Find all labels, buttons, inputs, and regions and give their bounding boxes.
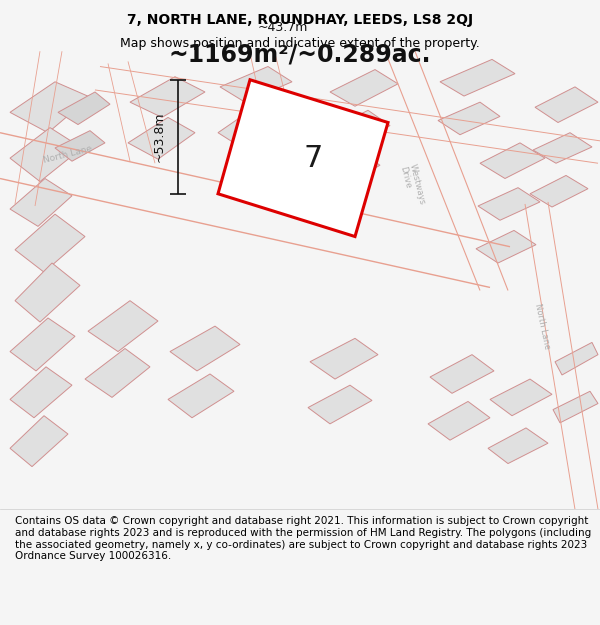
Text: Westways
Drive: Westways Drive xyxy=(398,163,427,208)
Polygon shape xyxy=(440,59,515,96)
Polygon shape xyxy=(428,401,490,440)
Polygon shape xyxy=(10,416,68,467)
Text: ~43.7m: ~43.7m xyxy=(258,21,308,34)
Text: North Lane: North Lane xyxy=(42,144,93,165)
Polygon shape xyxy=(10,367,72,418)
Polygon shape xyxy=(130,77,205,118)
Polygon shape xyxy=(310,338,378,379)
Polygon shape xyxy=(530,176,588,207)
Polygon shape xyxy=(15,263,80,322)
Polygon shape xyxy=(438,102,500,135)
Polygon shape xyxy=(85,349,150,398)
Polygon shape xyxy=(88,301,158,352)
Polygon shape xyxy=(330,69,398,106)
Polygon shape xyxy=(535,87,598,123)
Text: ~53.8m: ~53.8m xyxy=(153,111,166,162)
Text: Map shows position and indicative extent of the property.: Map shows position and indicative extent… xyxy=(120,37,480,50)
Polygon shape xyxy=(476,231,536,263)
Polygon shape xyxy=(480,143,545,179)
Polygon shape xyxy=(533,132,592,163)
Polygon shape xyxy=(218,80,388,236)
Polygon shape xyxy=(478,188,540,220)
Polygon shape xyxy=(490,379,552,416)
Polygon shape xyxy=(553,391,598,423)
Polygon shape xyxy=(488,428,548,464)
Text: 7: 7 xyxy=(303,144,322,172)
Polygon shape xyxy=(218,107,278,148)
Polygon shape xyxy=(170,326,240,371)
Polygon shape xyxy=(10,127,82,181)
Polygon shape xyxy=(220,66,292,102)
Polygon shape xyxy=(430,354,494,393)
Text: ~1169m²/~0.289ac.: ~1169m²/~0.289ac. xyxy=(169,42,431,66)
Polygon shape xyxy=(328,110,390,146)
Polygon shape xyxy=(235,151,285,181)
Polygon shape xyxy=(308,385,372,424)
Polygon shape xyxy=(58,92,110,124)
Polygon shape xyxy=(10,179,72,226)
Text: Contains OS data © Crown copyright and database right 2021. This information is : Contains OS data © Crown copyright and d… xyxy=(15,516,591,561)
Polygon shape xyxy=(128,118,195,159)
Polygon shape xyxy=(15,214,85,272)
Polygon shape xyxy=(555,342,598,375)
Polygon shape xyxy=(55,131,105,161)
Text: North Lane: North Lane xyxy=(533,302,551,350)
Polygon shape xyxy=(326,151,380,184)
Polygon shape xyxy=(10,82,90,132)
Polygon shape xyxy=(10,318,75,371)
Polygon shape xyxy=(168,374,234,418)
Text: 7, NORTH LANE, ROUNDHAY, LEEDS, LS8 2QJ: 7, NORTH LANE, ROUNDHAY, LEEDS, LS8 2QJ xyxy=(127,12,473,27)
